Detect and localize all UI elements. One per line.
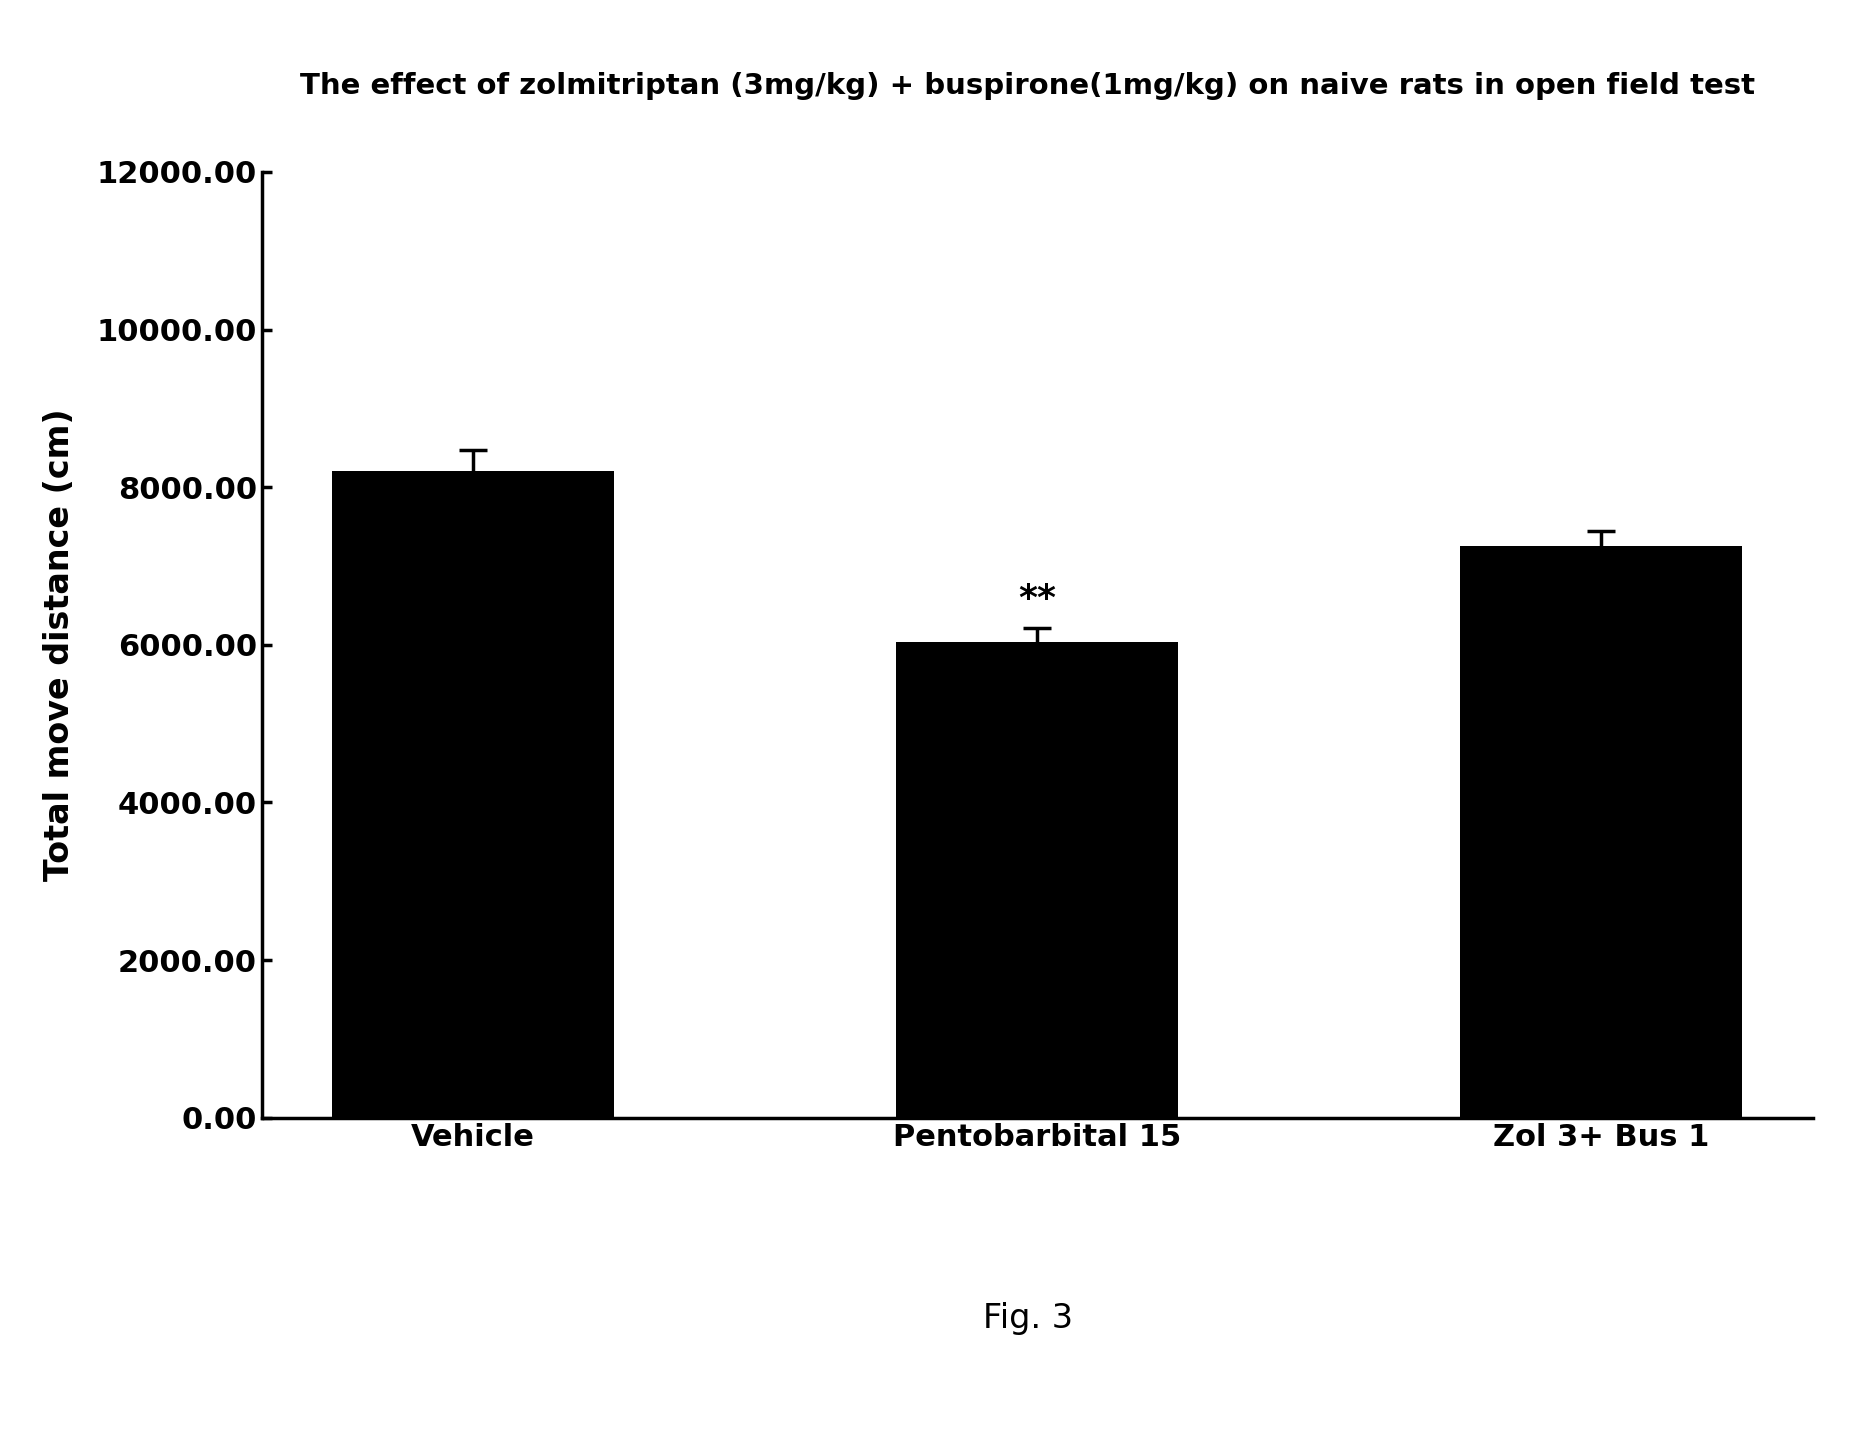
Text: The effect of zolmitriptan (3mg/kg) + buspirone(1mg/kg) on naive rats in open fi: The effect of zolmitriptan (3mg/kg) + bu… [301, 72, 1755, 100]
Text: **: ** [1019, 582, 1056, 616]
Bar [333, 471, 615, 1118]
Text: Fig. 3: Fig. 3 [983, 1301, 1073, 1336]
Bar [1460, 546, 1742, 1118]
Y-axis label: Total move distance (cm): Total move distance (cm) [43, 408, 75, 881]
Bar [897, 642, 1177, 1118]
